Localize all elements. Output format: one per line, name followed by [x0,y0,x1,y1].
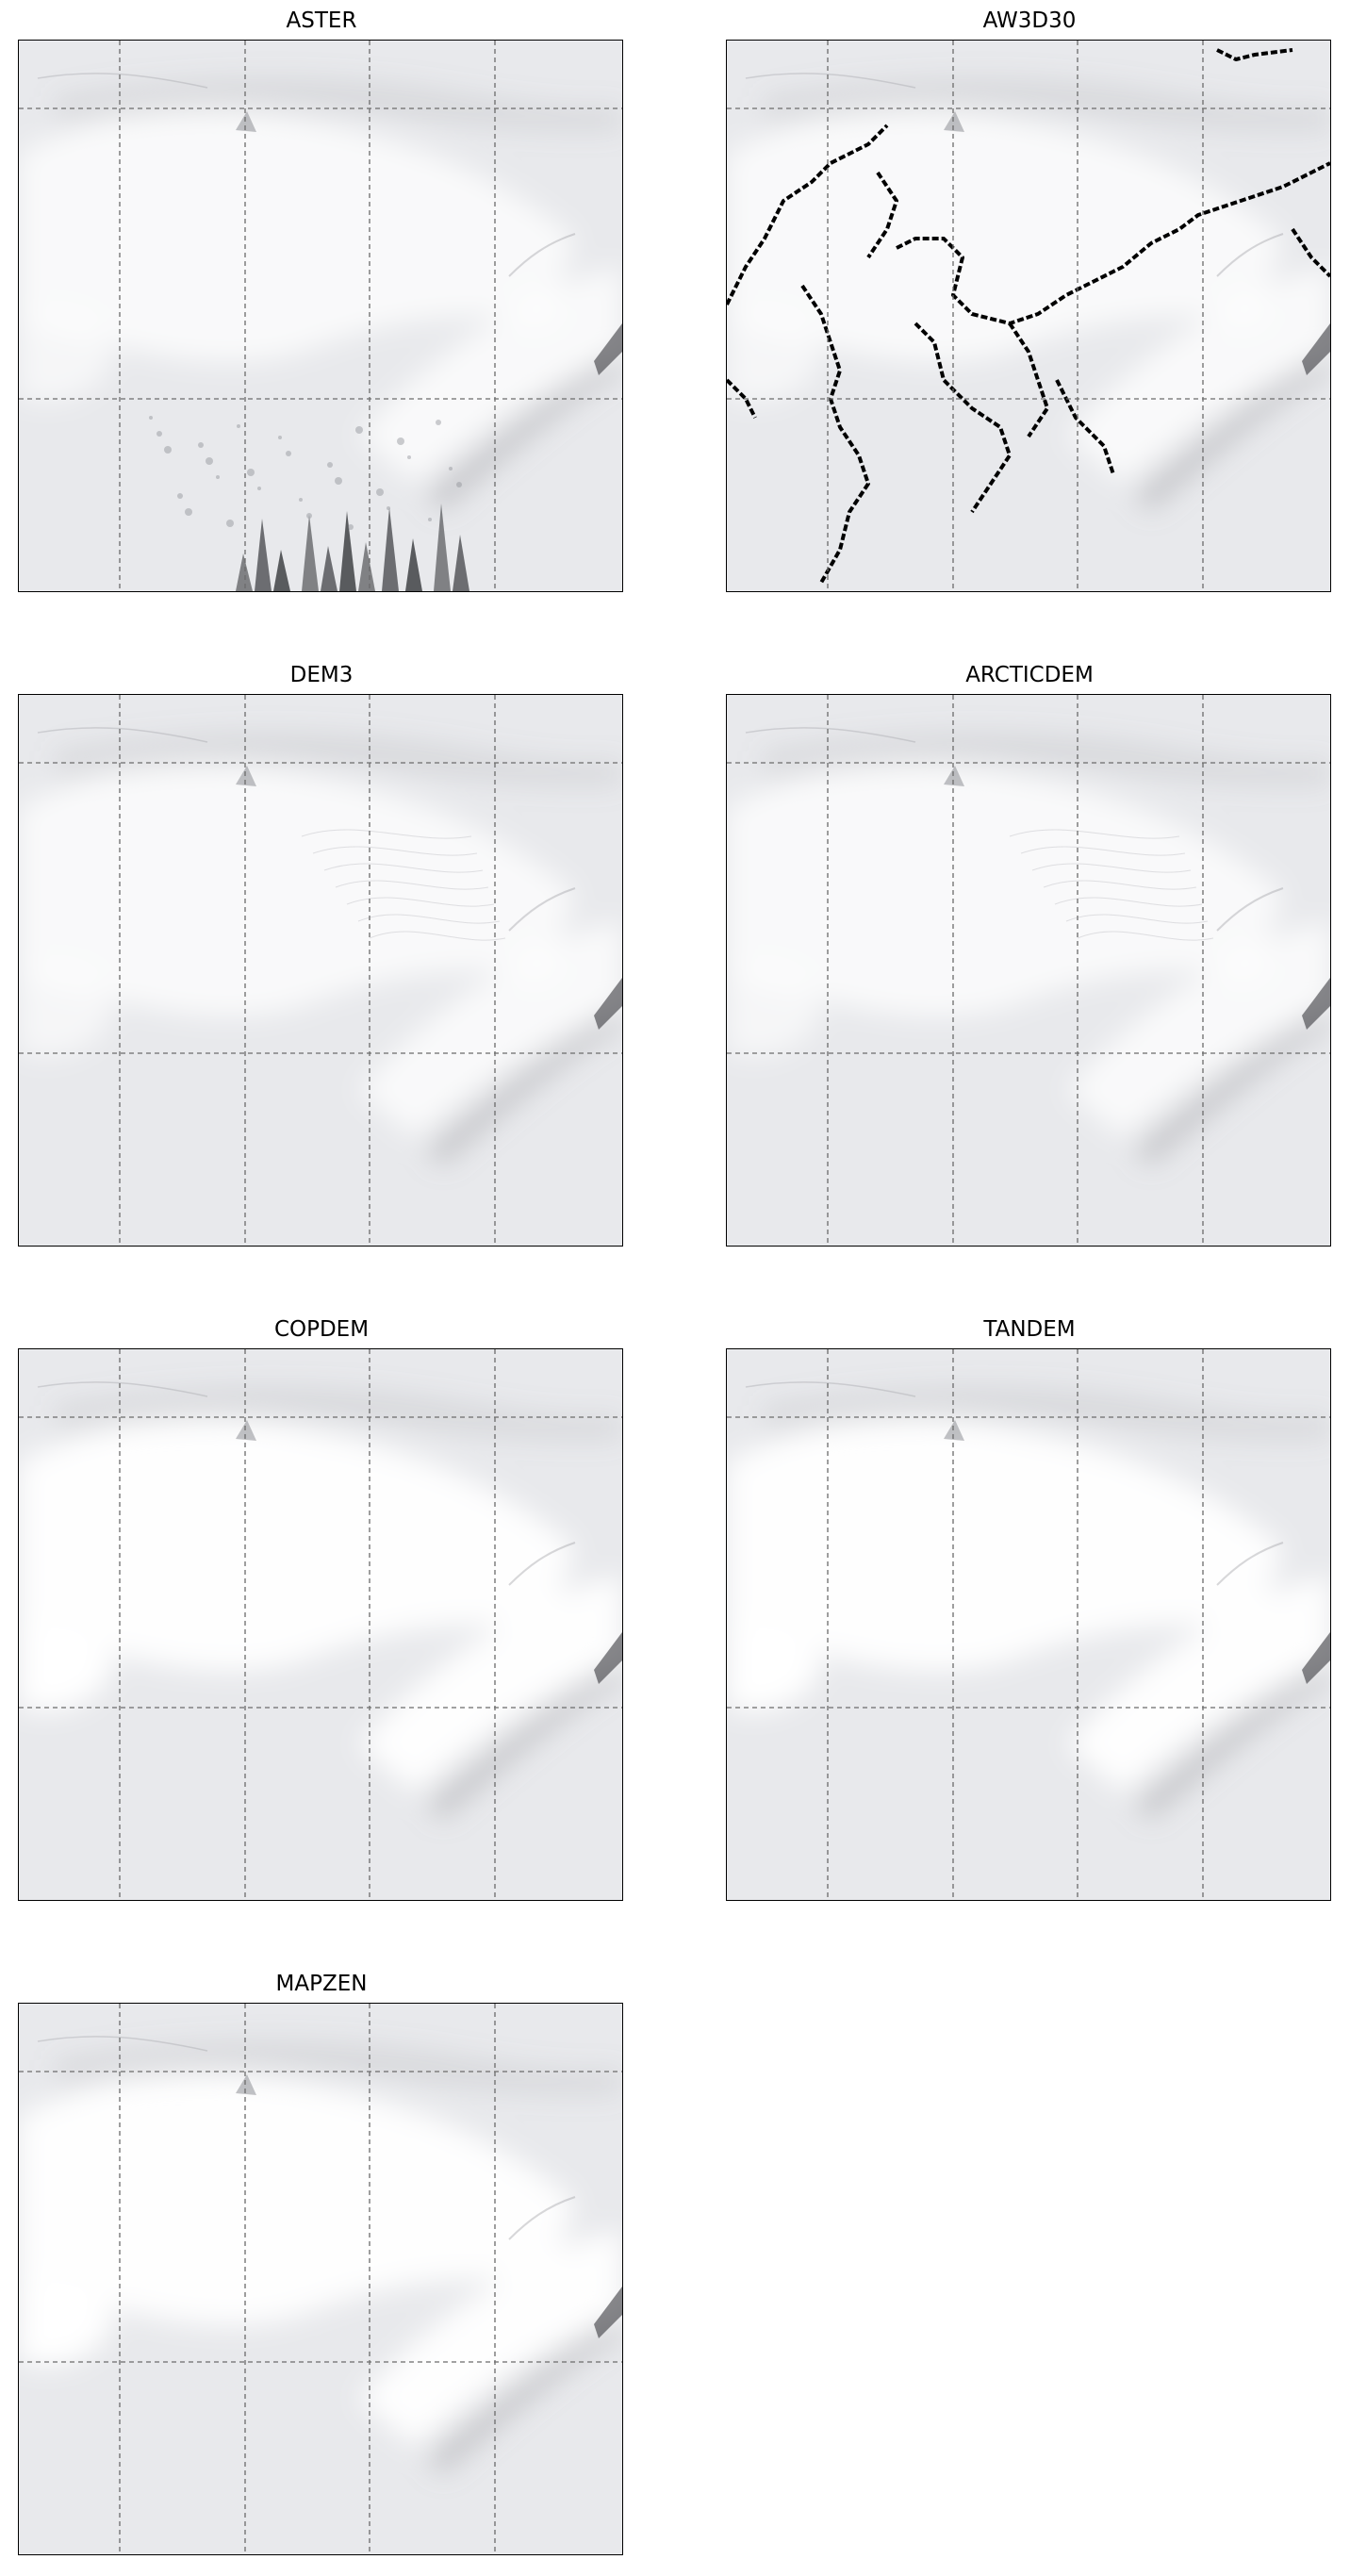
terrain-shading [727,1387,1330,1821]
graticule [19,41,622,591]
hillshade-raster [727,41,1330,591]
contour-striations [301,829,506,941]
hillshade-map [726,40,1331,592]
hillshade-raster [19,2004,622,2554]
terrain-detail [745,727,1330,1030]
map-panel-copdem: COPDEM [18,1316,625,1901]
terrain-shading [19,78,622,512]
panel-title: DEM3 [289,663,354,687]
hillshade-map [18,40,623,592]
graticule [727,695,1330,1246]
terrain-detail [37,727,622,1030]
hillshade-map [18,694,623,1247]
terrain-detail [37,2036,622,2338]
map-panel-arcticdem: ARCTICDEM [726,662,1333,1247]
panel-title: COPDEM [273,1317,370,1342]
panel-title: ASTER [286,8,357,33]
terrain-detail [37,1381,622,1684]
hillshade-raster [19,1349,622,1900]
terrain-shading [19,2041,622,2475]
panel-title: MAPZEN [275,1972,368,1996]
graticule [19,2004,622,2554]
hillshade-map [726,694,1331,1247]
map-panel-aw3d30: AW3D30 [726,8,1333,592]
graticule [19,695,622,1246]
map-panel-aster: ASTER [18,8,625,592]
graticule [19,1349,622,1900]
graticule [727,41,1330,591]
graticule [727,1349,1330,1900]
terrain-shading [19,733,622,1166]
panel-title: ARCTICDEM [965,663,1094,687]
panel-title: AW3D30 [982,8,1077,33]
elevation-artifacts [149,416,469,591]
hillshade-raster [727,1349,1330,1900]
map-panel-dem3: DEM3 [18,662,625,1247]
terrain-detail [37,73,622,375]
terrain-detail [745,1381,1330,1684]
contour-striations [1009,829,1214,941]
terrain-detail [745,73,1330,375]
terrain-shading [727,78,1330,512]
hillshade-raster [19,41,622,591]
map-panel-tandem: TANDEM [726,1316,1333,1901]
panel-title: TANDEM [983,1317,1076,1342]
hillshade-map [18,1348,623,1901]
terrain-shading [19,1387,622,1821]
hillshade-map [18,2003,623,2555]
hillshade-map [726,1348,1331,1901]
hillshade-raster [727,695,1330,1246]
map-panel-mapzen: MAPZEN [18,1971,625,2555]
terrain-shading [727,733,1330,1166]
hillshade-raster [19,695,622,1246]
